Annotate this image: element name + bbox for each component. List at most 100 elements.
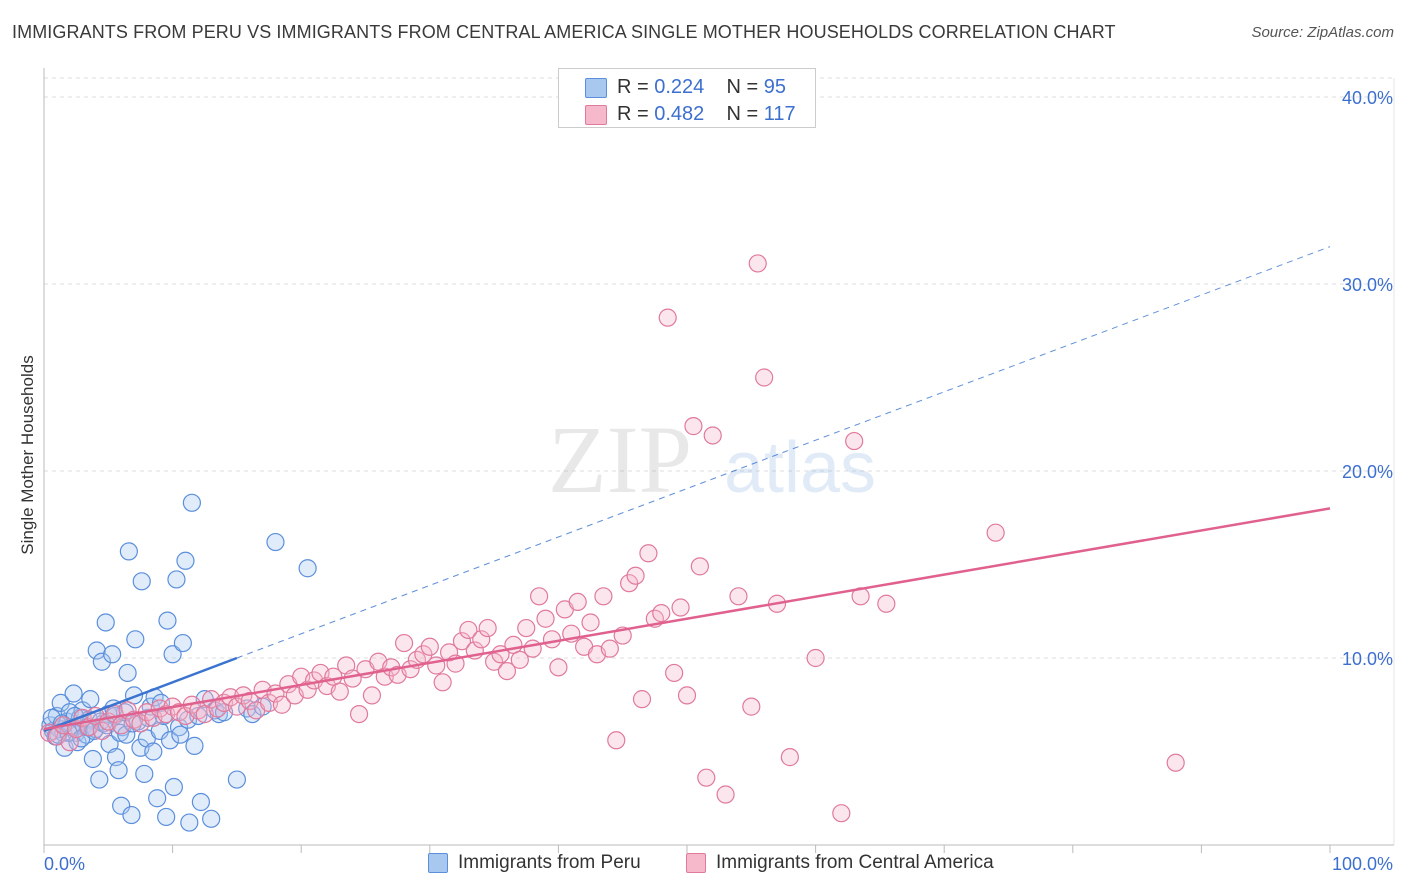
central-america-point xyxy=(600,639,619,658)
peru-point xyxy=(96,613,115,632)
central-america-point xyxy=(536,609,555,628)
central-america-point xyxy=(986,523,1005,542)
central-america-point xyxy=(472,630,491,649)
peru-point xyxy=(103,645,122,664)
x-tick-label-start: 0.0% xyxy=(44,854,85,874)
peru-swatch-icon xyxy=(585,78,607,98)
peru-point xyxy=(81,690,100,709)
peru-point xyxy=(117,725,136,744)
central-america-point xyxy=(639,544,658,563)
y-tick-label: 10.0% xyxy=(1342,649,1393,669)
central-america-point xyxy=(690,557,709,576)
central-america-point xyxy=(478,618,497,638)
central-america-point xyxy=(549,658,568,677)
source-credit: Source: ZipAtlas.com xyxy=(1251,24,1394,41)
central-america-point xyxy=(452,632,472,651)
tick-labels: 10.0% 20.0% 30.0% 40.0% 0.0% 100.0% xyxy=(44,88,1393,874)
peru-point xyxy=(64,684,83,703)
peru-point xyxy=(189,706,208,726)
peru-point xyxy=(163,645,182,664)
central-america-swatch-icon xyxy=(585,105,607,125)
central-america-point xyxy=(632,690,652,709)
central-america-point xyxy=(703,426,722,445)
peru-point xyxy=(266,532,285,552)
central-america-point xyxy=(755,368,774,387)
peru-point xyxy=(180,813,199,832)
peru-point xyxy=(126,630,145,649)
peru-point xyxy=(90,770,109,789)
central-america-point xyxy=(665,663,684,683)
ca-r-value: 0.482 xyxy=(654,103,705,125)
central-america-point xyxy=(337,656,356,675)
central-america-point xyxy=(671,598,690,617)
watermark-atlas: atlas xyxy=(724,428,876,508)
central-america-point xyxy=(845,431,864,451)
central-america-point xyxy=(877,594,896,613)
peru-point xyxy=(144,742,163,761)
peru-point xyxy=(167,570,186,589)
central-america-point xyxy=(684,417,703,436)
central-america-point xyxy=(742,697,761,716)
peru-point xyxy=(83,749,102,769)
central-america-point xyxy=(806,648,825,668)
watermark: ZIP atlas xyxy=(548,406,876,513)
peru-point xyxy=(118,663,137,683)
peru-n-label: N = xyxy=(726,76,764,98)
peru-point xyxy=(185,736,204,755)
central-america-point xyxy=(517,618,536,638)
central-america-point xyxy=(362,686,382,705)
peru-trend-dashed xyxy=(236,246,1331,659)
central-america-point xyxy=(510,650,529,669)
peru-point xyxy=(298,559,317,578)
peru-point xyxy=(158,611,177,630)
central-america-point xyxy=(626,566,645,585)
grid-layer xyxy=(44,77,1395,845)
central-america-point xyxy=(832,804,851,823)
y-axis-label: Single Mother Households xyxy=(18,355,37,555)
central-america-point xyxy=(748,254,767,273)
peru-point xyxy=(160,731,180,750)
peru-point xyxy=(122,805,141,825)
central-america-point xyxy=(433,673,452,692)
central-america-point xyxy=(542,630,562,649)
stats-legend: R = 0.224 N = 95 R = 0.482 N = 117 xyxy=(558,68,816,128)
central-america-point xyxy=(780,748,799,767)
chart-title: IMMIGRANTS FROM PERU VS IMMIGRANTS FROM … xyxy=(12,22,1116,42)
central-america-point xyxy=(607,731,626,750)
peru-point xyxy=(92,652,111,671)
peru-legend-label: Immigrants from Peru xyxy=(458,852,641,873)
peru-point xyxy=(191,792,210,812)
peru-point xyxy=(119,542,138,561)
peru-trend-line xyxy=(43,656,238,733)
ca-r-label: R = xyxy=(617,103,655,125)
axis-layer xyxy=(43,68,1394,853)
x-tick-label-end: 100.0% xyxy=(1332,854,1393,874)
central-america-point xyxy=(620,574,639,593)
central-america-point xyxy=(485,652,504,671)
peru-point xyxy=(171,725,190,744)
central-america-point xyxy=(60,733,79,752)
peru-n-value: 95 xyxy=(763,76,787,98)
central-america-point xyxy=(523,639,542,658)
central-america-point xyxy=(439,643,459,662)
central-america-point xyxy=(459,620,478,640)
central-america-point xyxy=(272,695,292,714)
peru-point xyxy=(148,789,167,808)
central-america-point xyxy=(729,587,748,606)
central-america-point xyxy=(568,592,587,612)
ca-n-label: N = xyxy=(726,103,764,125)
peru-point xyxy=(87,641,106,660)
ca-legend-swatch-icon xyxy=(686,853,706,873)
peru-point xyxy=(164,777,183,797)
trend-lines xyxy=(43,246,1331,733)
central-america-point xyxy=(716,785,735,804)
central-america-point xyxy=(349,704,369,724)
central-america-point xyxy=(652,604,671,623)
peru-point xyxy=(173,633,192,653)
peru-point xyxy=(157,807,176,827)
peru-point xyxy=(110,723,129,742)
ca-n-value: 117 xyxy=(763,103,796,125)
central-america-point xyxy=(677,686,697,705)
peru-legend-swatch-icon xyxy=(428,853,448,873)
